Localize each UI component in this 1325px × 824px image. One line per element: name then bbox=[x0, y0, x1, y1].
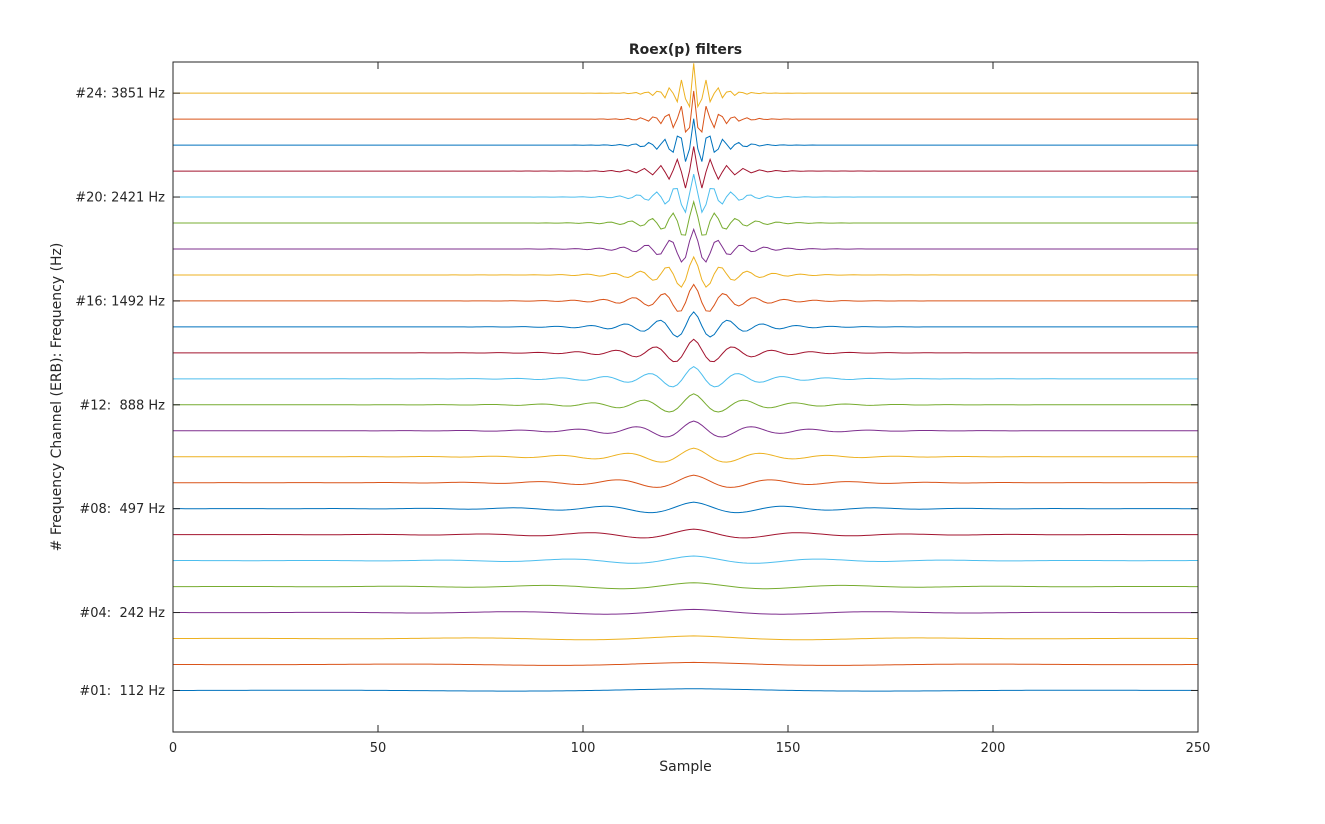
series-line-channel-10 bbox=[173, 447, 1198, 463]
x-tick-label: 250 bbox=[1186, 741, 1211, 756]
x-axis-label: Sample bbox=[659, 759, 712, 775]
x-tick-label: 150 bbox=[776, 741, 801, 756]
plot-area bbox=[173, 62, 1198, 732]
series-line-channel-16 bbox=[173, 283, 1198, 312]
series-line-channel-9 bbox=[172, 474, 1198, 488]
series-line-channel-22 bbox=[173, 118, 1198, 162]
y-tick-label: #12: 888 Hz bbox=[79, 398, 165, 413]
series-line-channel-5 bbox=[173, 582, 1199, 590]
series-line-channel-13 bbox=[173, 365, 1198, 388]
series-line-channel-8 bbox=[172, 501, 1198, 514]
y-tick-label: #04: 242 Hz bbox=[79, 606, 165, 621]
x-axis: 0 50 100 150 200 250 bbox=[169, 62, 1211, 756]
y-tick-label: #20: 2421 Hz bbox=[75, 191, 165, 206]
series-line-channel-18 bbox=[173, 227, 1198, 263]
y-tick-label: #24: 3851 Hz bbox=[75, 87, 165, 102]
y-tick-label: #01: 112 Hz bbox=[79, 684, 165, 699]
y-axis: #01: 112 Hz #04: 242 Hz #08: 497 Hz #12: 88… bbox=[75, 87, 1198, 699]
series-line-channel-6 bbox=[172, 555, 1199, 564]
x-tick-label: 200 bbox=[981, 741, 1006, 756]
series-line-channel-20 bbox=[173, 174, 1198, 214]
series-line-channel-14 bbox=[173, 338, 1198, 363]
series-line-channel-24 bbox=[173, 63, 1198, 109]
x-tick-label: 50 bbox=[370, 741, 387, 756]
y-axis-label: # Frequency Channel (ERB): Frequency (Hz… bbox=[49, 243, 65, 552]
series-line-channel-3 bbox=[172, 635, 1199, 641]
series-line-channel-4 bbox=[172, 608, 1199, 615]
y-tick-label: #08: 497 Hz bbox=[79, 502, 165, 517]
x-tick-label: 100 bbox=[571, 741, 596, 756]
series-line-channel-11 bbox=[173, 420, 1198, 438]
series-line-channel-23 bbox=[173, 90, 1198, 134]
series-line-channel-7 bbox=[172, 528, 1199, 539]
chart-title: Roex(p) filters bbox=[629, 42, 742, 58]
axes-box bbox=[172, 61, 1199, 733]
series-line-channel-2 bbox=[172, 661, 1199, 666]
series-line-channel-21 bbox=[173, 146, 1198, 189]
y-tick-label: #16: 1492 Hz bbox=[75, 294, 165, 309]
series-line-channel-15 bbox=[173, 311, 1198, 338]
series-layer bbox=[172, 63, 1199, 692]
series-line-channel-1 bbox=[172, 688, 1199, 692]
series-line-channel-12 bbox=[173, 393, 1198, 413]
series-line-channel-19 bbox=[173, 199, 1198, 236]
series-line-channel-17 bbox=[173, 255, 1198, 288]
x-tick-label: 0 bbox=[169, 741, 177, 756]
